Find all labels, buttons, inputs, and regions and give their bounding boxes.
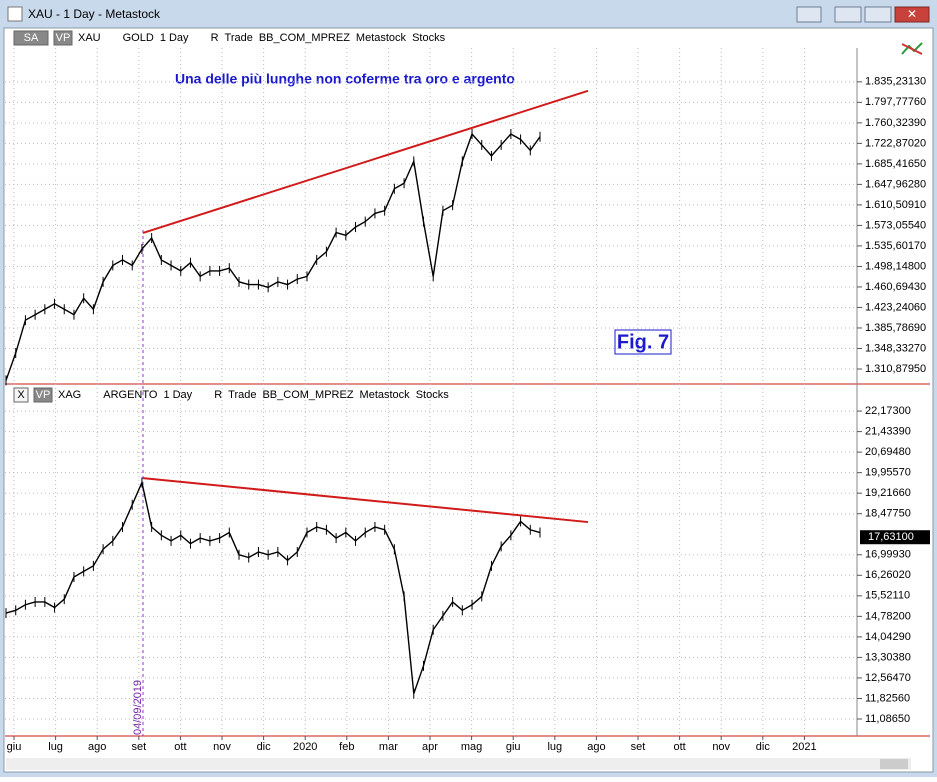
y-tick-label: 16,26020 [865,569,911,581]
toolbar-button[interactable] [53,30,73,46]
y-tick-label: 18,47750 [865,508,911,520]
y-tick-label: 11,08650 [865,713,910,725]
y-tick-label: 1.835,23130 [865,76,926,88]
x-tick-label: lug [48,741,63,753]
x-tick-label: feb [339,741,354,753]
trendline [142,477,589,524]
figure-box [614,329,672,355]
y-tick-label: 1.797,77760 [865,96,926,108]
maximize-button[interactable] [864,6,892,23]
y-tick-label: 1.685,41650 [865,158,926,170]
toolbar-text: XAG [58,389,81,401]
toolbar-text: BB_COM_MPREZ [259,32,350,44]
toolbar-text: VP [56,32,71,44]
toolbar-text: XAU [78,32,101,44]
y-tick-label: 1.573,05540 [865,219,926,231]
minimize-button[interactable] [834,6,862,23]
x-tick-label: ago [587,741,605,753]
last-price-label: 17,63100 [868,531,914,543]
x-tick-label: ago [88,741,106,753]
y-tick-label: 19,95570 [865,467,911,479]
x-tick-label: giu [7,741,22,753]
x-tick-label: 2020 [293,741,317,753]
y-tick-label: 22,17300 [865,405,911,417]
y-tick-label: 20,69480 [865,446,911,458]
y-tick-label: 15,52110 [865,590,910,602]
scroll-thumb[interactable] [880,759,908,769]
figure-label: Fig. 7 [617,331,669,353]
x-tick-label: ott [174,741,186,753]
app-icon [7,6,23,22]
toolbar-text: SA [24,32,39,44]
toolbar-text: Trade [228,389,256,401]
close-icon: ✕ [907,7,917,21]
y-tick-label: 1.385,78690 [865,322,926,334]
toolbar-text: Trade [225,32,253,44]
toolbar-text: R [211,32,219,44]
x-tick-label: 2021 [792,741,816,753]
client-area [3,27,934,773]
toolbar-text: ARGENTO [103,389,158,401]
y-tick-label: 21,43390 [865,426,911,438]
y-tick-label: 1.647,96280 [865,178,926,190]
close-button[interactable] [894,6,930,23]
x-tick-label: giu [506,741,521,753]
toolbar-button[interactable] [13,30,49,46]
restore-button[interactable] [796,6,822,23]
x-tick-label: nov [213,741,231,753]
toolbar-button[interactable] [13,387,29,403]
toolbar-text: Stocks [416,389,450,401]
toolbar-text: BB_COM_MPREZ [262,389,353,401]
toolbar-text: Metastock [360,389,411,401]
y-tick-label: 1.498,14800 [865,260,926,272]
price-line [5,480,541,694]
y-tick-label: 12,56470 [865,672,911,684]
x-tick-label: nov [712,741,730,753]
toolbar-text: R [214,389,222,401]
toolbar-text: Metastock [356,32,407,44]
toolbar-text: 1 Day [163,389,192,401]
y-tick-label: 14,78200 [865,610,911,622]
y-tick-label: 1.423,24060 [865,301,926,313]
window-title: XAU - 1 Day - Metastock [28,7,161,21]
x-tick-label: ott [673,741,685,753]
toolbar-text: 1 Day [160,32,189,44]
y-tick-label: 1.460,69430 [865,281,926,293]
toolbar-icon[interactable] [901,42,923,55]
x-tick-label: mag [461,741,482,753]
toolbar-button[interactable] [33,387,53,403]
last-price-box [860,530,930,545]
y-tick-label: 1.610,50910 [865,199,926,211]
y-tick-label: 1.535,60170 [865,240,926,252]
toolbar-text: X [17,389,25,401]
x-tick-label: lug [547,741,562,753]
y-tick-label: 16,99930 [865,549,911,561]
toolbar-text: GOLD [123,32,154,44]
y-tick-label: 19,21660 [865,487,911,499]
x-tick-label: dic [257,741,272,753]
x-tick-label: mar [379,741,398,753]
y-tick-label: 1.722,87020 [865,137,926,149]
scrollbar[interactable] [6,758,911,770]
x-tick-label: dic [756,741,771,753]
x-tick-label: set [631,741,646,753]
y-tick-label: 1.310,87950 [865,363,926,375]
price-line [5,132,541,381]
y-tick-label: 1.348,33270 [865,342,926,354]
y-tick-label: 1.760,32390 [865,117,926,129]
date-marker-label: 04/09/2019 [132,680,144,735]
annotation: Una delle più lunghe non coferme tra oro… [175,71,515,87]
trendline [142,89,589,234]
y-tick-label: 11,82560 [865,692,910,704]
x-tick-label: apr [422,741,438,753]
toolbar-text: Stocks [412,32,446,44]
y-tick-label: 14,04290 [865,631,911,643]
y-tick-label: 13,30380 [865,651,911,663]
toolbar-text: VP [36,389,51,401]
window-buttons[interactable]: ✕ [796,6,930,23]
x-tick-label: set [131,741,146,753]
